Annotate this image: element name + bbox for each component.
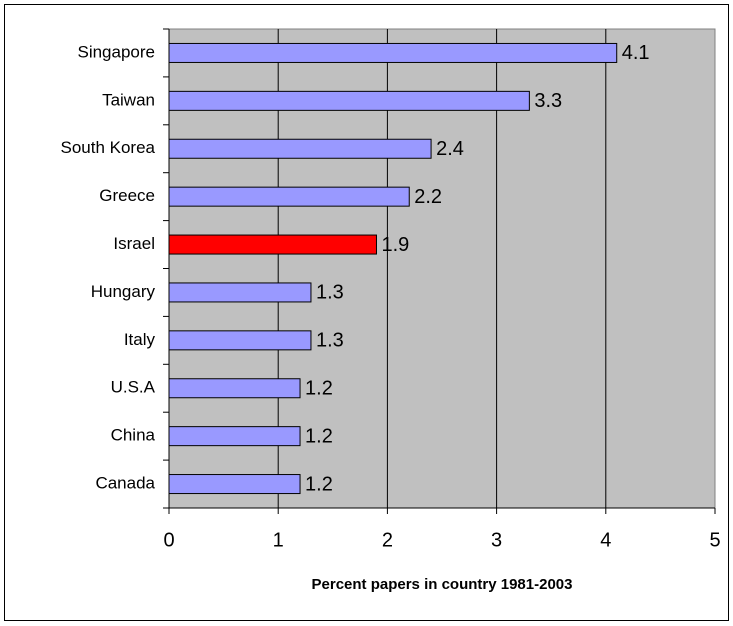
bar [168, 234, 377, 255]
data-label: 1.9 [381, 234, 409, 256]
x-tick-label: 1 [273, 529, 284, 551]
bar [168, 42, 618, 63]
y-tick-label: South Korea [60, 138, 155, 157]
x-axis-title: Percent papers in country 1981-2003 [312, 576, 573, 593]
bar [168, 330, 312, 351]
data-label: 1.2 [305, 378, 333, 400]
x-tick-label: 3 [491, 529, 502, 551]
y-tick-label: Italy [124, 330, 156, 349]
x-tick-label: 0 [163, 529, 174, 551]
y-tick-label: Greece [99, 186, 155, 205]
data-label: 1.3 [316, 282, 344, 304]
y-tick-label: Canada [95, 474, 155, 493]
bar [168, 138, 432, 159]
bar [168, 426, 301, 447]
data-label: 4.1 [622, 42, 650, 64]
data-label: 1.3 [316, 330, 344, 352]
y-tick-label: Hungary [91, 282, 156, 301]
y-tick-label: Israel [113, 234, 155, 253]
x-tick-label: 2 [382, 529, 393, 551]
bar [168, 90, 530, 111]
y-tick-label: Taiwan [102, 90, 155, 109]
y-tick-label: U.S.A [111, 378, 156, 397]
x-tick-label: 5 [709, 529, 720, 551]
bar [168, 378, 301, 399]
data-label: 3.3 [534, 90, 562, 112]
data-label: 1.2 [305, 425, 333, 447]
bar [168, 282, 312, 303]
y-tick-label: China [111, 426, 156, 445]
bar [168, 186, 410, 207]
data-label: 2.2 [414, 186, 442, 208]
y-tick-label: Singapore [77, 42, 155, 61]
x-tick-label: 4 [600, 529, 611, 551]
data-label: 1.2 [305, 473, 333, 495]
bar [168, 474, 301, 495]
data-label: 2.4 [436, 138, 464, 160]
